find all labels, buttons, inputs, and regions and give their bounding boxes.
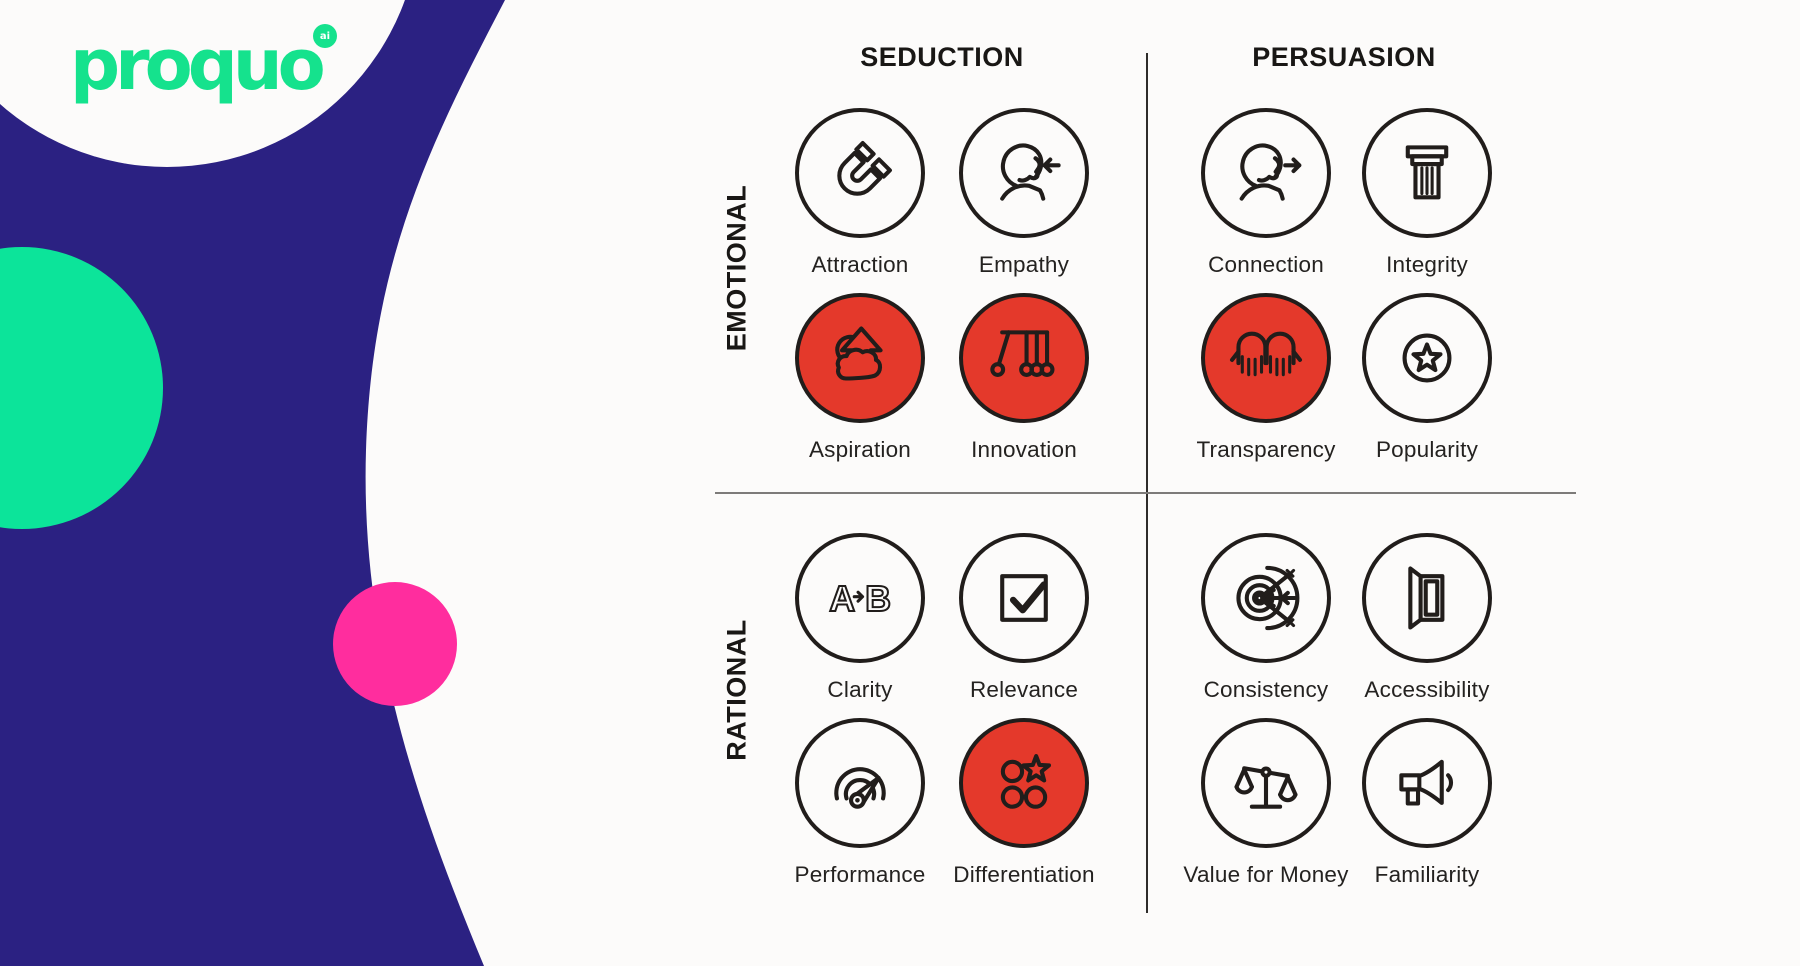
transparency-disc — [1201, 293, 1331, 423]
accessibility-disc — [1362, 533, 1492, 663]
popularity-disc — [1362, 293, 1492, 423]
open-hands-icon — [1229, 331, 1303, 377]
driver-label: Connection — [1208, 252, 1324, 277]
svg-text:A: A — [829, 579, 855, 619]
svg-text:B: B — [865, 579, 891, 619]
attraction-disc — [795, 108, 925, 238]
driver-differentiation: Differentiation — [953, 718, 1095, 887]
driver-label: Differentiation — [953, 862, 1095, 887]
background-shapes — [0, 0, 505, 966]
driver-label: Performance — [794, 862, 926, 887]
driver-label: Accessibility — [1364, 677, 1490, 702]
circles-star-icon — [1000, 754, 1052, 809]
familiarity-disc — [1362, 718, 1492, 848]
horizontal-divider — [715, 492, 1576, 494]
empathy-disc — [959, 108, 1089, 238]
magnet-icon — [837, 141, 892, 196]
aspiration-disc — [795, 293, 925, 423]
vertical-divider — [1146, 53, 1148, 913]
person-arrow-out-icon — [1239, 143, 1302, 201]
driver-accessibility: Accessibility — [1362, 533, 1492, 702]
person-arrow-in-icon — [1000, 143, 1061, 201]
megaphone-icon — [1399, 759, 1454, 806]
driver-attraction: Attraction — [795, 108, 925, 277]
white-logo-circle — [0, 0, 405, 167]
driver-label: Clarity — [827, 677, 893, 702]
clarity-disc: A B — [795, 533, 925, 663]
driver-relevance: Relevance — [959, 533, 1089, 702]
driver-clarity: A B Clarity — [795, 533, 925, 702]
value-for-money-disc — [1201, 718, 1331, 848]
proquo-wordmark: proquo — [70, 24, 326, 106]
driver-label: Empathy — [978, 252, 1070, 277]
checkmark-box-icon — [1000, 574, 1048, 622]
star-circle-icon — [1402, 333, 1452, 383]
column-header-seduction: SEDUCTION — [860, 42, 1024, 72]
green-circle — [0, 247, 163, 529]
driver-label: Relevance — [969, 677, 1079, 702]
driver-integrity: Integrity — [1362, 108, 1492, 277]
pink-circle — [333, 582, 457, 706]
relevance-disc — [959, 533, 1089, 663]
performance-disc — [795, 718, 925, 848]
driver-label: Familiarity — [1374, 862, 1480, 887]
driver-label: Popularity — [1375, 437, 1479, 462]
innovation-disc — [959, 293, 1089, 423]
consistency-disc — [1201, 533, 1331, 663]
driver-performance: Performance — [794, 718, 925, 887]
indigo-blob — [0, 0, 505, 966]
open-door-icon — [1408, 566, 1445, 630]
driver-connection: Connection — [1201, 108, 1331, 277]
arrow-cloud-icon — [835, 326, 883, 381]
driver-label: Innovation — [971, 437, 1077, 462]
balance-scale-icon — [1234, 766, 1298, 809]
target-arrows-icon — [1236, 565, 1300, 631]
driver-transparency: Transparency — [1196, 293, 1335, 462]
column-header-persuasion: PERSUASION — [1252, 42, 1436, 72]
a-to-b-icon: A B — [828, 578, 892, 620]
proquo-logo: proquo ai — [70, 22, 370, 142]
driver-label: Consistency — [1203, 677, 1329, 702]
driver-aspiration: Aspiration — [795, 293, 925, 462]
newtons-cradle-icon — [990, 330, 1055, 377]
driver-empathy: Empathy — [959, 108, 1089, 277]
differentiation-disc — [959, 718, 1089, 848]
connection-disc — [1201, 108, 1331, 238]
integrity-disc — [1362, 108, 1492, 238]
driver-value-for-money: Value for Money — [1183, 718, 1348, 887]
driver-label: Aspiration — [808, 437, 912, 462]
driver-consistency: Consistency — [1201, 533, 1331, 702]
driver-label: Attraction — [811, 252, 909, 277]
driver-familiarity: Familiarity — [1362, 718, 1492, 887]
pillar-icon — [1405, 145, 1449, 200]
driver-label: Value for Money — [1183, 862, 1349, 887]
driver-popularity: Popularity — [1362, 293, 1492, 462]
ai-badge: ai — [313, 24, 337, 48]
driver-label: Transparency — [1196, 437, 1336, 462]
gauge-icon — [834, 767, 886, 809]
driver-label: Integrity — [1386, 252, 1468, 277]
driver-innovation: Innovation — [959, 293, 1089, 462]
